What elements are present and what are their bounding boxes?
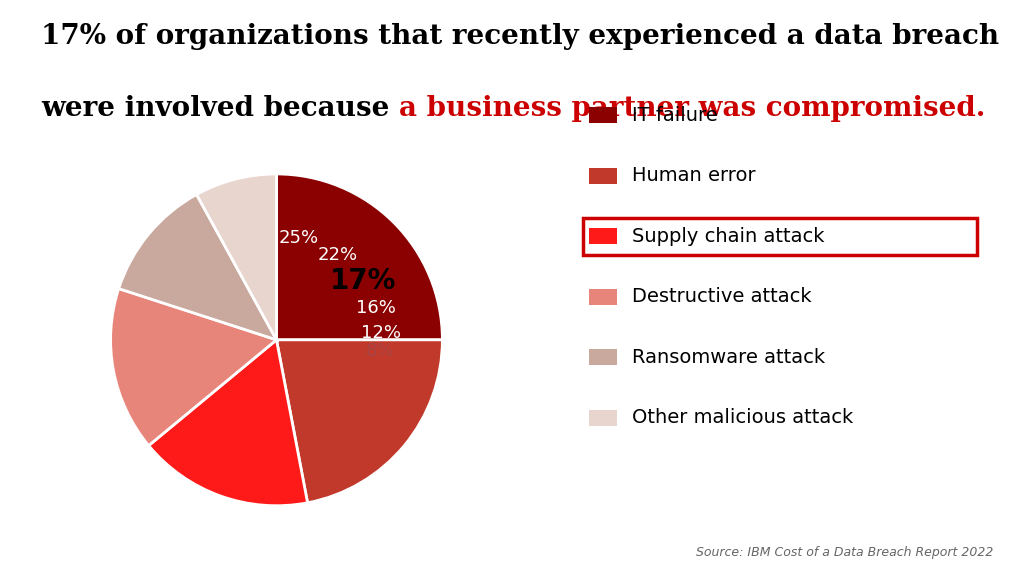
Text: IT failure: IT failure: [632, 106, 718, 124]
Text: were involved because: were involved because: [41, 95, 399, 122]
Wedge shape: [111, 289, 276, 446]
Text: Supply chain attack: Supply chain attack: [632, 227, 824, 245]
Text: 17%: 17%: [330, 267, 396, 295]
Wedge shape: [119, 195, 276, 340]
Text: Source: IBM Cost of a Data Breach Report 2022: Source: IBM Cost of a Data Breach Report…: [696, 545, 993, 559]
Text: Human error: Human error: [632, 166, 756, 185]
Wedge shape: [197, 174, 276, 340]
Text: Destructive attack: Destructive attack: [632, 287, 811, 306]
Wedge shape: [276, 340, 442, 503]
Text: 17% of organizations that recently experienced a data breach: 17% of organizations that recently exper…: [41, 23, 999, 50]
Text: Other malicious attack: Other malicious attack: [632, 408, 853, 427]
Text: 25%: 25%: [279, 229, 319, 247]
Text: Ransomware attack: Ransomware attack: [632, 348, 825, 366]
Text: 8%: 8%: [367, 342, 394, 360]
Wedge shape: [276, 174, 442, 340]
Text: 12%: 12%: [360, 324, 400, 342]
Text: a business partner was compromised.: a business partner was compromised.: [399, 95, 985, 122]
Text: 22%: 22%: [317, 247, 358, 264]
Text: 16%: 16%: [356, 298, 396, 317]
Wedge shape: [148, 340, 307, 506]
